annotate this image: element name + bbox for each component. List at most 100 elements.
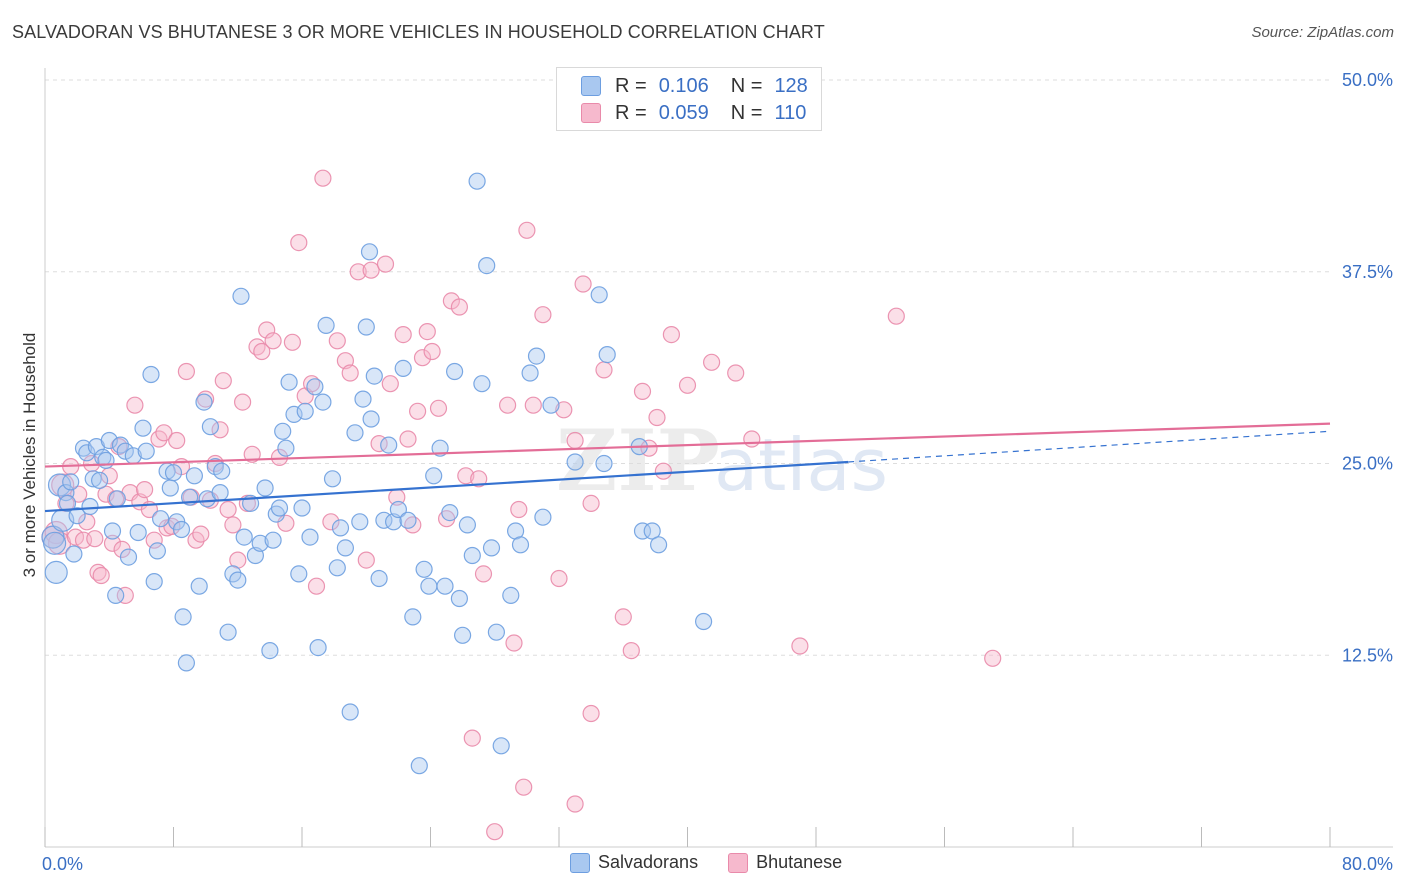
bhutanese-point xyxy=(214,372,232,390)
legend-item-bhutanese[interactable]: Bhutanese xyxy=(728,852,842,873)
chart-source: Source: ZipAtlas.com xyxy=(1251,24,1394,41)
legend-r-label: R = xyxy=(615,101,647,124)
trend-lines xyxy=(44,422,1331,513)
salvadoran-point xyxy=(454,626,472,644)
bhutanese-point xyxy=(283,333,301,351)
legend-swatch-bhutanese xyxy=(581,103,601,123)
salvadoran-point xyxy=(103,522,122,540)
salvadoran-point xyxy=(264,531,282,549)
bhutanese-point xyxy=(328,332,346,350)
bhutanese-point xyxy=(463,729,481,747)
salvadoran-point xyxy=(232,287,250,305)
salvadoran-point xyxy=(415,560,433,578)
bhutanese-point xyxy=(211,421,229,439)
salvadoran-point xyxy=(280,373,298,391)
bhutanese-point xyxy=(791,637,809,655)
salvadoran-point xyxy=(185,467,203,485)
bhutanese-point xyxy=(264,332,282,350)
bhutanese-point xyxy=(116,586,134,605)
bhutanese-point xyxy=(70,485,88,503)
salvadoran-point xyxy=(534,508,552,526)
bhutanese-point xyxy=(314,169,332,187)
axes xyxy=(44,68,1393,848)
legend-swatch-salvadorans xyxy=(570,852,590,873)
salvadoran-point xyxy=(590,286,608,304)
salvadoran-point xyxy=(251,534,269,552)
salvadoran-point xyxy=(195,393,213,411)
bhutanese-point xyxy=(362,261,380,279)
salvadoran-point xyxy=(296,402,314,420)
bhutanese-point xyxy=(582,494,600,512)
salvadoran-point xyxy=(314,393,332,411)
salvadoran-point xyxy=(362,410,380,428)
salvadoran-point xyxy=(235,528,253,546)
legend-item-salvadorans[interactable]: Salvadorans xyxy=(570,852,698,873)
salvadoran-point xyxy=(84,470,102,488)
salvadoran-point xyxy=(261,641,279,660)
bhutanese-point xyxy=(524,396,542,414)
salvadoran-point xyxy=(47,473,72,497)
salvadoran-point xyxy=(81,497,99,516)
salvadoran-point xyxy=(399,511,417,529)
salvadoran-point xyxy=(336,539,354,557)
bhutanese-point xyxy=(662,326,681,344)
legend-r-label: R = xyxy=(615,74,647,97)
salvadoran-point xyxy=(62,473,80,491)
bhutanese-point xyxy=(505,634,523,652)
salvadoran-point xyxy=(351,513,369,531)
salvadoran-point xyxy=(425,467,443,485)
salvadoran-point xyxy=(404,608,422,626)
salvadoran-point xyxy=(107,586,125,605)
bhutanese-point xyxy=(595,361,613,379)
salvadoran-point xyxy=(458,516,476,534)
bhutanese-point xyxy=(322,513,340,531)
salvadoran-point xyxy=(42,531,67,555)
salvadoran-point xyxy=(152,510,170,528)
salvadoran-point xyxy=(270,499,289,517)
salvadoran-point xyxy=(274,422,292,440)
bhutanese-point xyxy=(258,321,276,339)
bhutanese-point xyxy=(177,362,195,381)
bhutanese-point xyxy=(743,430,761,448)
bhutanese-point xyxy=(253,342,271,361)
legend-n-value: 110 xyxy=(774,101,807,124)
salvadoran-point xyxy=(473,375,491,393)
salvadoran-point xyxy=(174,608,192,626)
bhutanese-point xyxy=(357,551,375,569)
bhutanese-point xyxy=(86,530,104,548)
tick-labels: 12.5% 25.0% 37.5% 50.0% 0.0% 80.0% xyxy=(42,70,1393,874)
salvadoran-point xyxy=(172,520,191,539)
salvadoran-point xyxy=(420,577,438,595)
legend-swatch-bhutanese xyxy=(728,852,749,873)
salvadoran-point xyxy=(410,757,428,775)
salvadoran-point xyxy=(649,536,668,554)
bhutanese-point xyxy=(219,500,237,519)
salvadoran-point xyxy=(694,612,713,631)
legend-label-salvadorans: Salvadorans xyxy=(598,852,699,872)
bhutanese-point xyxy=(399,430,417,448)
bhutanese-point xyxy=(307,577,326,595)
bhutanese-point xyxy=(126,396,144,414)
bhutanese-point xyxy=(534,306,552,324)
bhutanese-point xyxy=(515,778,533,796)
salvadoran-point xyxy=(633,522,652,540)
bhutanese-point xyxy=(633,382,652,400)
salvadoran-point xyxy=(90,471,109,489)
salvadoran-point xyxy=(108,490,126,508)
salvadoran-point xyxy=(285,405,303,423)
salvadoran-point xyxy=(478,257,496,275)
bhutanese-point xyxy=(413,349,432,367)
bhutanese-point xyxy=(97,485,115,503)
salvadoran-point xyxy=(492,737,510,755)
salvadoran-point xyxy=(148,542,166,560)
bhutanese-point xyxy=(404,516,422,534)
bhutanese-point xyxy=(614,608,632,626)
bhutanese-point xyxy=(349,263,367,281)
salvadoran-point xyxy=(598,346,616,364)
salvadoran-point xyxy=(57,484,75,502)
salvadoran-point xyxy=(164,464,183,482)
salvadoran-point xyxy=(277,439,295,457)
salvadoran-point xyxy=(446,362,464,381)
x-tick-label: 80.0% xyxy=(1342,854,1393,874)
salvadoran-point xyxy=(74,439,93,457)
